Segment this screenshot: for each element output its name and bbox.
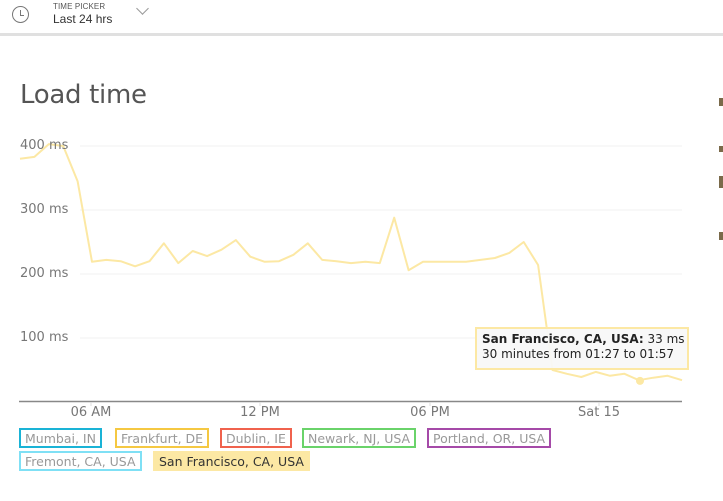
legend-item-portland[interactable]: Portland, OR, USA [427,428,552,448]
legend-label: Portland, OR, USA [433,431,546,446]
adjacent-panel-edge [719,98,723,106]
y-tick-label: 300 ms [20,202,69,217]
adjacent-panel-edge [719,232,723,240]
legend-label: San Francisco, CA, USA [159,454,304,469]
x-tick-label: 06 AM [70,405,112,420]
time-picker-bar: TIME PICKER Last 24 hrs [0,0,723,36]
x-tick-label: Sat 15 [578,405,620,420]
time-picker-label: TIME PICKER [53,2,106,11]
y-tick-label: 200 ms [20,266,69,281]
legend-item-dublin[interactable]: Dublin, IE [220,428,292,448]
series-line [19,143,683,382]
adjacent-panel-edge [719,176,723,188]
legend-item-fremont[interactable]: Fremont, CA, USA [19,451,142,471]
time-picker-value[interactable]: Last 24 hrs [53,12,113,26]
legend-label: Newark, NJ, USA [308,431,411,446]
legend-label: Frankfurt, DE [121,431,204,446]
y-tick-label: 100 ms [20,330,69,345]
tooltip-value: 33 ms [643,332,685,346]
legend-item-san-francisco[interactable]: San Francisco, CA, USA [153,451,310,471]
legend-label: Fremont, CA, USA [25,454,136,469]
x-tick-label: 06 PM [410,405,450,420]
legend-item-newark[interactable]: Newark, NJ, USA [302,428,417,448]
chart-tooltip: San Francisco, CA, USA: 33 ms 30 minutes… [475,327,689,370]
legend-item-frankfurt[interactable]: Frankfurt, DE [115,428,210,448]
tooltip-location: San Francisco, CA, USA: [482,332,644,346]
tooltip-detail: 30 minutes from 01:27 to 01:57 [482,347,675,361]
panel-title: Load time [20,80,147,110]
legend-label: Mumbai, IN [25,431,96,446]
y-tick-label: 400 ms [20,138,69,153]
x-tick-label: 12 PM [240,405,280,420]
adjacent-panel-edge [719,146,723,152]
highlighted-point [636,376,644,385]
legend-label: Dublin, IE [226,431,286,446]
clock-icon [12,6,29,23]
legend-item-mumbai[interactable]: Mumbai, IN [19,428,102,448]
